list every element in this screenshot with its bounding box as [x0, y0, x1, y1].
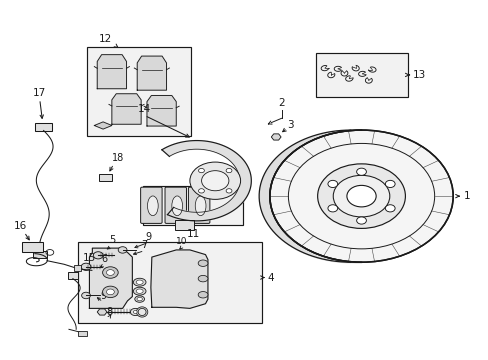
Ellipse shape: [136, 280, 143, 284]
Circle shape: [317, 164, 405, 228]
Circle shape: [385, 180, 394, 188]
Circle shape: [81, 263, 91, 270]
Circle shape: [93, 252, 103, 259]
Text: 14: 14: [138, 104, 151, 114]
Ellipse shape: [147, 196, 158, 216]
Circle shape: [106, 289, 114, 295]
Ellipse shape: [135, 296, 144, 302]
Polygon shape: [94, 122, 112, 129]
Text: 5: 5: [108, 235, 115, 245]
Circle shape: [332, 175, 389, 217]
Ellipse shape: [136, 307, 147, 317]
Text: 8: 8: [106, 307, 112, 317]
Bar: [74, 265, 81, 271]
Text: 17: 17: [33, 88, 46, 98]
Circle shape: [356, 217, 366, 224]
Text: 6: 6: [101, 254, 107, 264]
Text: 9: 9: [145, 232, 151, 242]
Circle shape: [385, 205, 394, 212]
Circle shape: [356, 168, 366, 175]
Bar: [78, 242, 262, 323]
Ellipse shape: [138, 309, 146, 315]
Text: 4: 4: [267, 273, 274, 283]
Circle shape: [327, 180, 337, 188]
Circle shape: [81, 292, 90, 299]
Circle shape: [327, 205, 337, 212]
Text: 15: 15: [82, 253, 96, 263]
Ellipse shape: [195, 196, 205, 216]
Ellipse shape: [269, 130, 452, 262]
Bar: [35, 123, 52, 131]
Ellipse shape: [198, 292, 207, 298]
Polygon shape: [137, 56, 166, 90]
Circle shape: [130, 309, 140, 316]
Ellipse shape: [198, 275, 207, 282]
Polygon shape: [151, 250, 207, 309]
Text: 18: 18: [112, 153, 124, 163]
Ellipse shape: [137, 297, 142, 301]
Polygon shape: [89, 248, 132, 309]
FancyBboxPatch shape: [141, 187, 162, 224]
Circle shape: [201, 171, 228, 191]
Circle shape: [106, 270, 114, 275]
Bar: [33, 251, 47, 258]
Bar: [99, 174, 112, 181]
Bar: [21, 242, 43, 252]
Text: 1: 1: [463, 191, 469, 201]
Polygon shape: [147, 95, 176, 126]
Circle shape: [225, 168, 231, 173]
Ellipse shape: [133, 278, 146, 286]
FancyBboxPatch shape: [188, 187, 209, 224]
Text: 16: 16: [14, 221, 27, 231]
Text: 13: 13: [412, 70, 425, 80]
Circle shape: [198, 189, 204, 193]
Bar: [316, 53, 407, 97]
Text: 7: 7: [141, 240, 147, 250]
FancyBboxPatch shape: [164, 187, 186, 224]
Bar: [68, 272, 78, 279]
Circle shape: [118, 247, 127, 253]
Circle shape: [189, 162, 240, 199]
Circle shape: [225, 189, 231, 193]
Polygon shape: [162, 140, 251, 221]
Ellipse shape: [198, 260, 207, 266]
Text: 9: 9: [100, 291, 106, 301]
Bar: [78, 332, 86, 336]
Text: 12: 12: [99, 34, 112, 44]
Ellipse shape: [136, 289, 143, 293]
Circle shape: [198, 168, 204, 173]
Circle shape: [346, 185, 375, 207]
Polygon shape: [112, 94, 141, 124]
Circle shape: [102, 286, 118, 298]
Text: 10: 10: [176, 237, 187, 246]
Circle shape: [102, 267, 118, 278]
Text: 2: 2: [278, 98, 285, 108]
Circle shape: [133, 311, 137, 314]
Bar: [87, 47, 191, 136]
Ellipse shape: [171, 196, 182, 216]
Bar: [143, 186, 243, 225]
Text: 11: 11: [186, 229, 200, 239]
Text: 3: 3: [287, 121, 293, 130]
Bar: [174, 220, 194, 230]
Ellipse shape: [133, 287, 146, 295]
Polygon shape: [97, 55, 126, 89]
